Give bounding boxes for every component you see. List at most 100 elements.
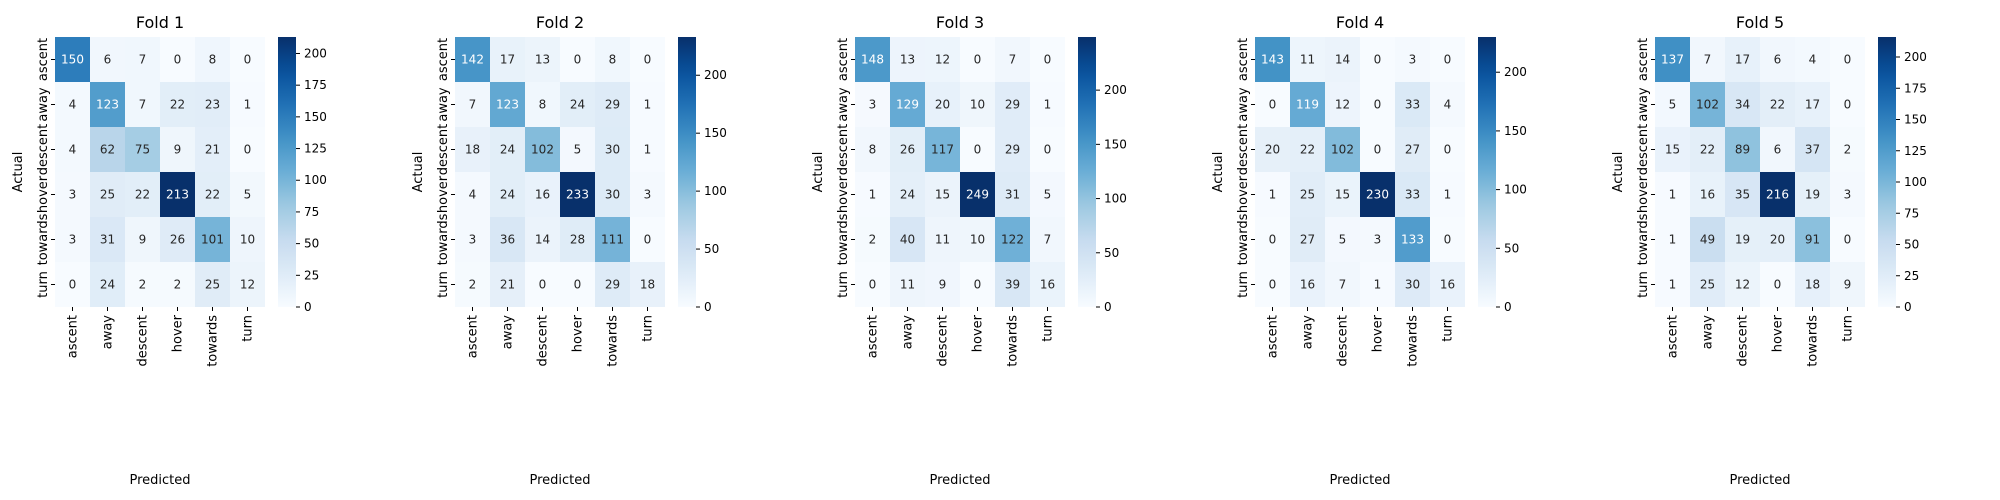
heatmap-cell: [525, 37, 560, 82]
heatmap-cell: [1325, 172, 1360, 217]
cell-value-label: 0: [644, 233, 652, 247]
cell-value-label: 0: [1444, 143, 1452, 157]
cell-value-label: 16: [1700, 188, 1715, 202]
heatmap-cell: [630, 127, 665, 172]
cell-value-label: 2: [1844, 143, 1852, 157]
colorbar-tick-label: 50: [1904, 238, 1919, 252]
colorbar-tick-label: 0: [704, 300, 712, 314]
cell-value-label: 4: [69, 143, 77, 157]
y-tick-label: ascent: [836, 38, 851, 81]
colorbar-tick-label: 50: [1104, 246, 1119, 260]
heatmap-cell: [1395, 82, 1430, 127]
heatmap-cell: [560, 127, 595, 172]
colorbar-tick-label: 0: [1904, 300, 1912, 314]
heatmap-cell: [1360, 127, 1395, 172]
heatmap-cell: [1725, 217, 1760, 262]
heatmap-cell: [1290, 127, 1325, 172]
cell-value-label: 5: [1669, 98, 1677, 112]
cell-value-label: 7: [1704, 53, 1712, 67]
heatmap-cell: [195, 217, 230, 262]
cell-value-label: 15: [1665, 143, 1680, 157]
heatmap-cell: [55, 172, 90, 217]
heatmap-cell: [490, 217, 525, 262]
cell-value-label: 0: [174, 53, 182, 67]
cell-value-label: 5: [1339, 233, 1347, 247]
colorbar-tick-label: 150: [304, 110, 327, 124]
cell-value-label: 29: [605, 278, 620, 292]
y-tick-label: towards: [436, 213, 451, 265]
heatmap-cell: [490, 262, 525, 307]
panel-title: Fold 3: [936, 13, 984, 32]
x-axis-label: Predicted: [1329, 473, 1390, 488]
cell-value-label: 1: [1444, 188, 1452, 202]
heatmap-cell: [960, 82, 995, 127]
heatmap-cell: [1760, 262, 1795, 307]
colorbar-tick-label: 175: [1904, 81, 1927, 95]
cell-value-label: 24: [570, 98, 585, 112]
cell-value-label: 1: [1269, 188, 1277, 202]
colorbar-tick-label: 100: [704, 184, 727, 198]
confusion-matrix-panel-5: Fold 5 137 7 17 6 4 0 5 102 34 22 17 0 15 22 89 6 37 2 1 16 3…: [1611, 13, 1927, 488]
cell-value-label: 142: [461, 53, 484, 67]
cell-value-label: 2: [869, 233, 877, 247]
y-tick-label: away: [1236, 87, 1251, 122]
cell-value-label: 8: [609, 53, 617, 67]
cell-value-label: 62: [100, 143, 115, 157]
heatmap-cell: [1030, 127, 1065, 172]
colorbar-tick-label: 0: [1504, 300, 1512, 314]
cell-value-label: 102: [1696, 98, 1719, 112]
colorbar-tick-label: 25: [304, 268, 319, 282]
heatmap-cell: [525, 82, 560, 127]
heatmap-cell: [1655, 172, 1690, 217]
heatmap-cell: [525, 127, 560, 172]
cell-value-label: 0: [1774, 278, 1782, 292]
heatmap-cell: [1690, 127, 1725, 172]
colorbar-tick-label: 75: [1904, 206, 1919, 220]
heatmap-cell: [1830, 127, 1865, 172]
heatmap-cell: [855, 217, 890, 262]
heatmap-cell: [1430, 262, 1465, 307]
heatmap-cell: [890, 37, 925, 82]
cell-value-label: 18: [1805, 278, 1820, 292]
cell-value-label: 24: [100, 278, 115, 292]
y-tick-label: away: [836, 87, 851, 122]
cell-value-label: 9: [1844, 278, 1852, 292]
cell-value-label: 5: [244, 188, 252, 202]
heatmap-cell: [1760, 217, 1795, 262]
y-tick-label: turn: [1636, 271, 1651, 298]
heatmap-cell: [560, 217, 595, 262]
colorbar-tick-label: 125: [1904, 144, 1927, 158]
heatmap-cell: [855, 172, 890, 217]
cell-value-label: 13: [535, 53, 550, 67]
cell-value-label: 10: [970, 98, 985, 112]
heatmap-cell: [125, 262, 160, 307]
y-tick-label: turn: [1236, 271, 1251, 298]
heatmap-cell: [195, 82, 230, 127]
heatmap-cell: [1395, 127, 1430, 172]
cell-value-label: 21: [500, 278, 515, 292]
heatmap-cell: [1760, 82, 1795, 127]
heatmap-cell: [55, 37, 90, 82]
cell-value-label: 1: [869, 188, 877, 202]
y-tick-label: away: [36, 87, 51, 122]
cell-value-label: 1: [244, 98, 252, 112]
x-tick-label: turn: [1441, 315, 1456, 342]
cell-value-label: 7: [469, 98, 477, 112]
y-tick-label: hover: [1236, 175, 1251, 213]
cell-value-label: 16: [535, 188, 550, 202]
heatmap-cell: [1360, 172, 1395, 217]
colorbar-tick-label: 50: [704, 242, 719, 256]
heatmap-cell: [855, 37, 890, 82]
colorbar-tick-label: 150: [1504, 124, 1527, 138]
heatmap-cell: [230, 262, 265, 307]
y-tick-label: ascent: [1636, 38, 1651, 81]
heatmap-cell: [890, 262, 925, 307]
cell-value-label: 3: [69, 188, 77, 202]
cell-value-label: 25: [1700, 278, 1715, 292]
heatmap-cell: [1655, 82, 1690, 127]
cell-value-label: 3: [869, 98, 877, 112]
cell-value-label: 12: [1735, 278, 1750, 292]
y-tick-label: hover: [1636, 175, 1651, 213]
cell-value-label: 0: [1044, 53, 1052, 67]
